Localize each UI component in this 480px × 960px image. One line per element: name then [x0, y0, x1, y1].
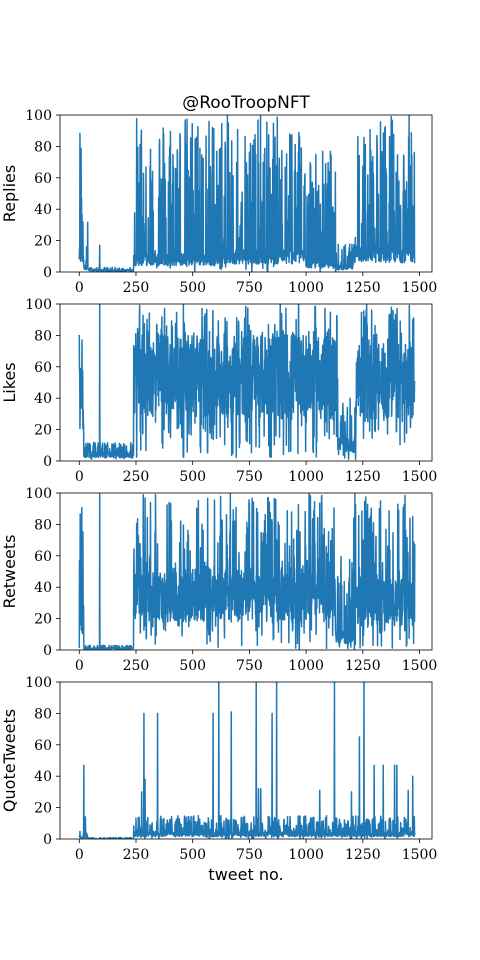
y-tick-label: 60	[34, 171, 52, 187]
plot-frame	[59, 114, 433, 273]
x-tick-label: 500	[179, 847, 206, 863]
x-tick-label: 1500	[402, 847, 438, 863]
chart-title: @RooTroopNFT	[182, 93, 310, 113]
x-tick-label: 250	[123, 280, 150, 296]
x-tick-label: 1250	[345, 469, 381, 485]
y-tick-label: 20	[34, 423, 52, 439]
x-tick-label: 500	[179, 469, 206, 485]
y-tick-label: 80	[34, 328, 52, 344]
y-tick-label: 40	[34, 580, 52, 596]
x-tick-label: 1000	[288, 469, 324, 485]
y-tick-label: 20	[34, 234, 52, 250]
series-line-quotetweets	[78, 682, 416, 839]
x-axis-label: tweet no.	[208, 865, 283, 884]
x-tick-label: 750	[236, 469, 263, 485]
x-tick-label: 1250	[345, 658, 381, 674]
x-tick-label: 750	[236, 847, 263, 863]
y-tick-label: 100	[25, 675, 52, 691]
plot-frame	[59, 492, 433, 651]
plot-frame	[59, 303, 433, 462]
y-axis-label-retweets: Retweets	[0, 535, 19, 609]
y-tick-label: 20	[34, 612, 52, 628]
y-tick-label: 40	[34, 391, 52, 407]
y-tick-label: 60	[34, 549, 52, 565]
y-tick-label: 80	[34, 139, 52, 155]
y-tick-label: 0	[43, 265, 52, 281]
y-tick-label: 100	[25, 108, 52, 124]
x-tick-label: 1250	[345, 847, 381, 863]
x-tick-label: 1000	[288, 280, 324, 296]
x-tick-label: 250	[123, 658, 150, 674]
y-tick-label: 60	[34, 738, 52, 754]
y-tick-label: 40	[34, 202, 52, 218]
y-axis-label-likes: Likes	[0, 362, 19, 402]
x-tick-label: 0	[75, 847, 84, 863]
x-tick-label: 1000	[288, 847, 324, 863]
y-tick-label: 0	[43, 454, 52, 470]
x-tick-label: 500	[179, 280, 206, 296]
y-tick-label: 20	[34, 801, 52, 817]
x-tick-label: 1500	[402, 658, 438, 674]
x-tick-label: 1500	[402, 280, 438, 296]
plot-frame	[59, 681, 433, 840]
x-tick-label: 1000	[288, 658, 324, 674]
x-tick-label: 500	[179, 658, 206, 674]
y-tick-label: 60	[34, 360, 52, 376]
x-tick-label: 0	[75, 469, 84, 485]
x-tick-label: 1250	[345, 280, 381, 296]
y-tick-label: 100	[25, 486, 52, 502]
x-tick-label: 750	[236, 658, 263, 674]
y-axis-label-quotetweets: QuoteTweets	[0, 709, 19, 812]
y-tick-label: 0	[43, 643, 52, 659]
x-tick-label: 250	[123, 847, 150, 863]
x-tick-label: 750	[236, 280, 263, 296]
x-tick-label: 250	[123, 469, 150, 485]
series-line-replies	[78, 115, 416, 272]
y-tick-label: 40	[34, 769, 52, 785]
y-tick-label: 80	[34, 517, 52, 533]
x-tick-label: 0	[75, 658, 84, 674]
y-tick-label: 100	[25, 297, 52, 313]
y-tick-label: 0	[43, 832, 52, 848]
series-line-retweets	[78, 493, 416, 650]
series-line-likes	[78, 304, 416, 461]
x-tick-label: 1500	[402, 469, 438, 485]
y-tick-label: 80	[34, 706, 52, 722]
y-axis-label-replies: Replies	[0, 165, 19, 222]
x-tick-label: 0	[75, 280, 84, 296]
